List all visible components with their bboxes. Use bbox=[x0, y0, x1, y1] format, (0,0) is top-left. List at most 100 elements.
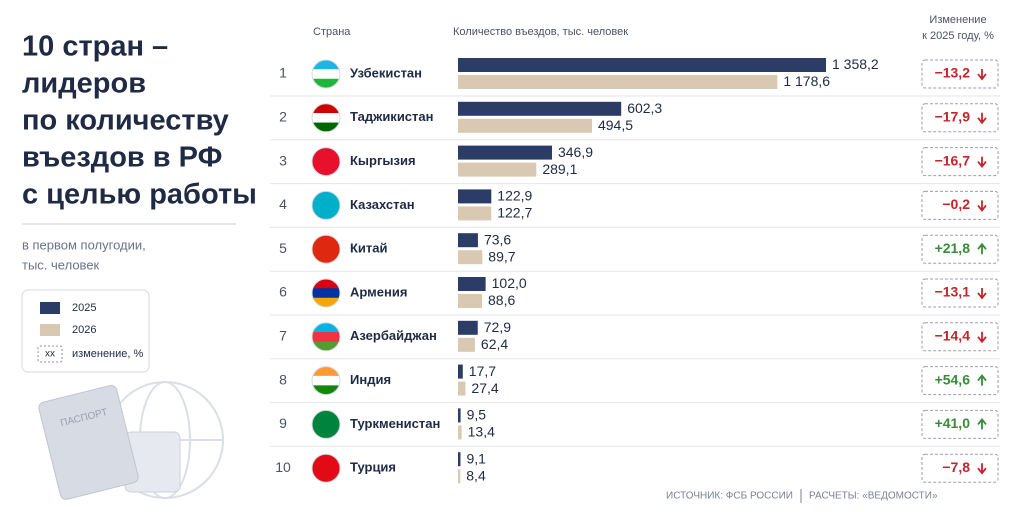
header-country: Страна bbox=[313, 26, 351, 38]
rank: 8 bbox=[279, 371, 287, 387]
country-name: Казахстан bbox=[350, 197, 415, 212]
rank: 6 bbox=[279, 284, 287, 300]
rank: 4 bbox=[279, 196, 287, 212]
country-name: Турция bbox=[350, 460, 396, 475]
value-label: 494,5 bbox=[598, 117, 633, 133]
flag-outline bbox=[311, 190, 341, 220]
change-box bbox=[921, 453, 999, 483]
flag-stripe bbox=[312, 279, 340, 289]
flag-stripe bbox=[312, 375, 340, 386]
title-line: лидеров bbox=[22, 68, 146, 100]
flag-stripe bbox=[312, 113, 340, 124]
bar bbox=[458, 364, 463, 379]
flag-outline bbox=[311, 278, 341, 308]
flag-stripe bbox=[312, 69, 340, 80]
bar bbox=[458, 162, 537, 177]
change-arrow bbox=[977, 112, 987, 125]
title-line: с целью работы bbox=[22, 179, 257, 211]
bar bbox=[458, 425, 462, 440]
bar bbox=[458, 469, 461, 484]
country-name: Индия bbox=[350, 372, 391, 387]
header-change: Изменение bbox=[929, 14, 986, 26]
source: ИСТОЧНИК: ФСБ РОССИИ bbox=[666, 491, 793, 502]
change-box bbox=[921, 234, 999, 264]
bar bbox=[458, 75, 778, 89]
flag-stripe bbox=[312, 191, 340, 220]
change-label: −0,2 bbox=[942, 196, 970, 212]
flag-stripe bbox=[312, 288, 340, 299]
bar bbox=[458, 233, 478, 248]
flag-stripe bbox=[312, 385, 340, 395]
value-label: 73,6 bbox=[484, 231, 511, 247]
value-label: 13,4 bbox=[468, 424, 495, 440]
flag-outline bbox=[311, 103, 341, 133]
change-arrow bbox=[977, 417, 987, 430]
flag-outline bbox=[311, 366, 341, 396]
flag-stripe bbox=[312, 410, 340, 439]
change-arrow bbox=[977, 374, 987, 386]
change-label: −13,2 bbox=[935, 65, 971, 81]
change-box bbox=[921, 409, 999, 439]
bar bbox=[458, 294, 483, 308]
country-name: Туркменистан bbox=[350, 416, 440, 431]
bar bbox=[458, 250, 483, 265]
legend-change-label: изменение, % bbox=[72, 348, 144, 360]
value-label: 9,1 bbox=[466, 450, 486, 466]
country-name: Узбекистан bbox=[350, 65, 422, 80]
country-name: Таджикистан bbox=[350, 109, 433, 124]
value-label: 1 358,2 bbox=[832, 56, 879, 72]
value-label: 602,3 bbox=[627, 100, 662, 116]
flag-stripe bbox=[312, 322, 340, 333]
legend-swatch bbox=[40, 302, 60, 314]
value-label: 62,4 bbox=[481, 336, 508, 352]
value-label: 17,7 bbox=[469, 363, 496, 379]
title-line: по количеству bbox=[22, 105, 229, 137]
value-label: 27,4 bbox=[471, 380, 498, 396]
country-name: Азербайджан bbox=[350, 328, 437, 343]
country-name: Кыргызия bbox=[350, 153, 416, 168]
change-arrow bbox=[977, 331, 987, 344]
flag-outline bbox=[311, 234, 341, 264]
legend-change-sample: хх bbox=[45, 349, 55, 360]
rank: 9 bbox=[279, 415, 287, 431]
flag-stripe bbox=[312, 60, 340, 70]
change-label: −7,8 bbox=[942, 459, 970, 475]
change-label: −13,1 bbox=[935, 284, 971, 300]
country-name: Армения bbox=[350, 284, 407, 299]
title-line: въездов в РФ bbox=[22, 142, 222, 174]
flag-outline bbox=[311, 453, 341, 483]
subtitle-line: в первом полугодии, bbox=[22, 237, 146, 252]
value-label: 9,5 bbox=[467, 407, 487, 423]
legend-swatch bbox=[40, 324, 60, 336]
value-label: 346,9 bbox=[558, 144, 593, 160]
header-change: к 2025 году, % bbox=[922, 30, 994, 42]
change-arrow bbox=[977, 200, 987, 212]
flag-stripe bbox=[312, 235, 340, 264]
flag-outline bbox=[311, 322, 341, 352]
bar bbox=[458, 145, 552, 160]
value-label: 122,7 bbox=[497, 205, 532, 221]
change-label: −14,4 bbox=[935, 328, 971, 344]
change-box bbox=[921, 59, 999, 89]
change-label: +21,8 bbox=[935, 240, 971, 256]
rank: 1 bbox=[279, 65, 287, 81]
change-label: −16,7 bbox=[935, 152, 971, 168]
flag-stripe bbox=[312, 454, 340, 483]
rank: 2 bbox=[279, 109, 287, 125]
change-box bbox=[921, 147, 999, 177]
bar bbox=[458, 381, 466, 396]
change-label: +41,0 bbox=[935, 415, 971, 431]
change-box bbox=[921, 322, 999, 352]
bar bbox=[458, 408, 461, 423]
flag-stripe bbox=[312, 297, 340, 307]
bar bbox=[458, 189, 492, 204]
bar bbox=[458, 58, 826, 72]
bar bbox=[458, 118, 592, 133]
rank: 3 bbox=[279, 152, 287, 168]
rank: 5 bbox=[279, 240, 287, 256]
flag-stripe bbox=[312, 78, 340, 88]
change-box bbox=[921, 278, 999, 308]
value-label: 102,0 bbox=[492, 275, 527, 291]
